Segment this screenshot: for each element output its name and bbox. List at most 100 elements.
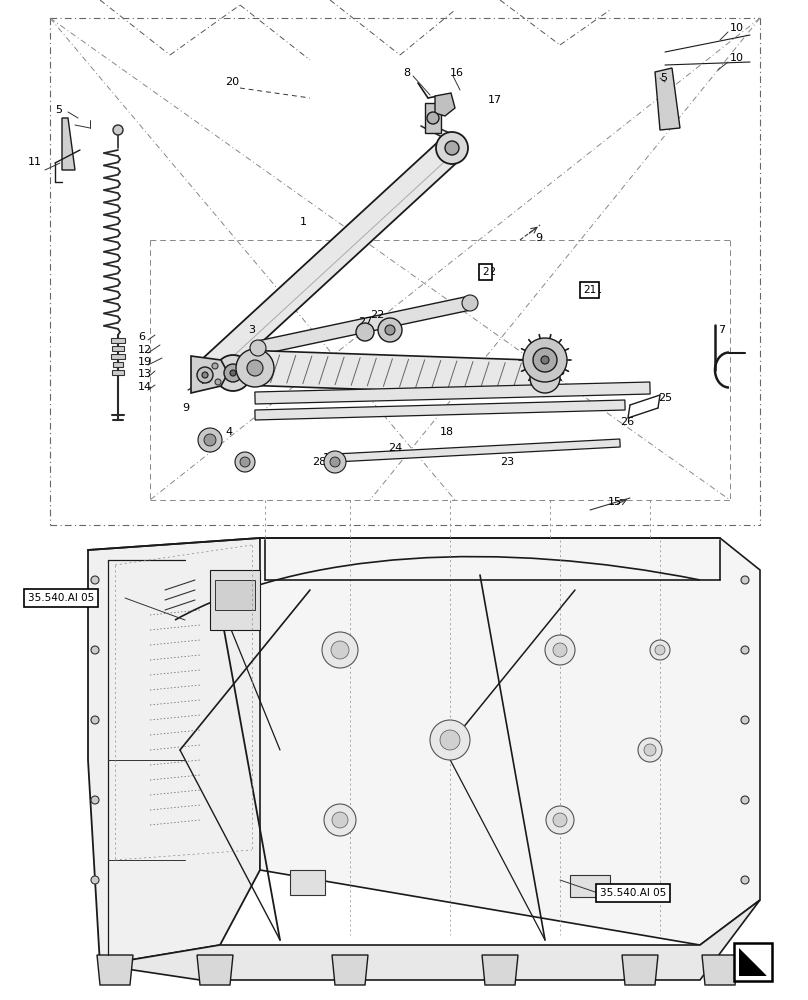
Circle shape [546,806,574,834]
Circle shape [230,370,236,376]
Circle shape [91,716,99,724]
Polygon shape [702,955,738,985]
Polygon shape [435,93,455,116]
Circle shape [198,428,222,452]
Circle shape [330,457,340,467]
Bar [111,354,125,359]
Circle shape [436,132,468,164]
Circle shape [240,457,250,467]
Circle shape [445,141,459,155]
Bar [290,870,325,895]
Circle shape [655,645,665,655]
Text: 2: 2 [482,267,489,277]
Polygon shape [62,118,75,170]
Text: 18: 18 [440,427,454,437]
Text: 28: 28 [312,457,326,467]
Circle shape [215,355,251,391]
Circle shape [650,640,670,660]
Circle shape [541,356,549,364]
Text: 18: 18 [552,367,566,377]
Polygon shape [255,351,545,395]
Polygon shape [622,955,658,985]
Text: 7: 7 [718,325,725,335]
Text: 18: 18 [323,453,337,463]
Text: 26: 26 [620,417,634,427]
Bar [570,875,610,897]
Circle shape [332,812,348,828]
Circle shape [212,363,218,369]
Bar [215,580,255,610]
Circle shape [235,452,255,472]
Circle shape [247,360,263,376]
Text: 10: 10 [730,53,744,63]
Text: 11: 11 [28,157,42,167]
Text: 9: 9 [535,233,542,243]
Bar [112,346,124,351]
Polygon shape [255,400,625,420]
Circle shape [462,295,478,311]
Text: 24: 24 [388,443,402,453]
Text: 8: 8 [403,68,410,78]
Circle shape [236,349,274,387]
Circle shape [385,325,395,335]
Circle shape [215,379,221,385]
Circle shape [533,348,557,372]
Text: 1: 1 [300,217,307,227]
Polygon shape [257,296,471,355]
Circle shape [91,876,99,884]
Text: 15: 15 [608,497,622,507]
Text: 17: 17 [488,95,502,105]
Text: 35.540.AI 05: 35.540.AI 05 [600,888,667,898]
Text: 21: 21 [583,285,596,295]
Text: 14: 14 [138,382,152,392]
Text: 2: 2 [488,267,495,277]
Text: 12: 12 [138,345,152,355]
Polygon shape [100,900,760,980]
Text: 19: 19 [138,357,152,367]
Text: 3: 3 [248,325,255,335]
Polygon shape [335,439,621,462]
Circle shape [644,744,656,756]
Polygon shape [255,382,650,404]
Text: 25: 25 [658,393,672,403]
Circle shape [202,372,208,378]
Text: 16: 16 [450,68,464,78]
Circle shape [331,641,349,659]
Circle shape [741,716,749,724]
Text: 27: 27 [358,317,372,327]
Circle shape [440,730,460,750]
Circle shape [427,112,439,124]
Circle shape [553,643,567,657]
Text: 23: 23 [500,457,514,467]
Text: 21: 21 [588,285,602,295]
Circle shape [224,364,242,382]
Text: 10: 10 [730,23,744,33]
Bar [113,362,123,367]
Circle shape [553,813,567,827]
Polygon shape [191,356,228,393]
Polygon shape [97,955,133,985]
Polygon shape [739,948,767,976]
Polygon shape [204,138,461,378]
Polygon shape [755,948,767,976]
Text: 35.540.AI 05: 35.540.AI 05 [28,593,95,603]
Bar [210,570,260,630]
Polygon shape [425,103,441,133]
Circle shape [530,363,560,393]
Text: 13: 13 [138,369,152,379]
Circle shape [197,367,213,383]
Circle shape [741,576,749,584]
Circle shape [91,646,99,654]
Polygon shape [482,955,518,985]
Polygon shape [88,538,265,965]
Text: 22: 22 [370,310,385,320]
Circle shape [523,338,567,382]
Circle shape [91,576,99,584]
Circle shape [204,434,216,446]
Circle shape [113,125,123,135]
Circle shape [741,876,749,884]
Polygon shape [197,955,233,985]
Circle shape [741,646,749,654]
Text: 20: 20 [225,77,239,87]
Circle shape [741,796,749,804]
